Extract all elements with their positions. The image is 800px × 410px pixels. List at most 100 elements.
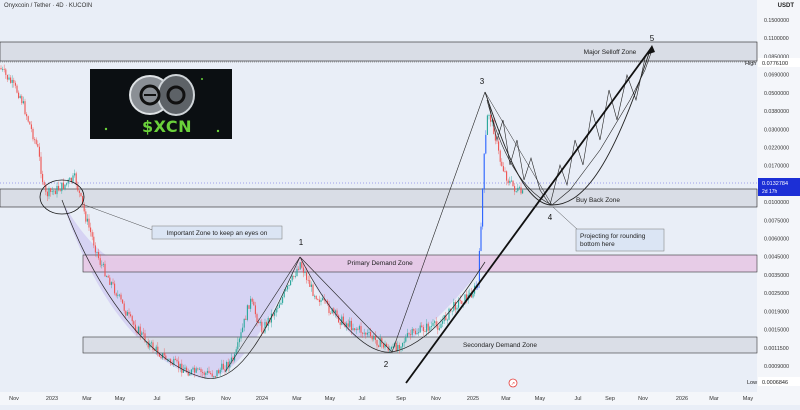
candle-body bbox=[430, 325, 432, 327]
candle-body bbox=[170, 359, 172, 363]
secondary-demand-label: Secondary Demand Zone bbox=[463, 342, 537, 349]
candle-body bbox=[184, 367, 186, 370]
candle-body bbox=[318, 299, 320, 302]
candle-body bbox=[82, 196, 84, 205]
low-value: 0.0006846 bbox=[762, 380, 788, 386]
candle-body bbox=[72, 175, 74, 182]
candle-body bbox=[518, 187, 520, 189]
candle-body bbox=[243, 318, 245, 328]
candle-body bbox=[341, 316, 343, 325]
primary-demand-label: Primary Demand Zone bbox=[347, 260, 413, 267]
candle-body bbox=[198, 368, 200, 370]
candle-body bbox=[5, 69, 7, 75]
candle-body bbox=[360, 326, 362, 333]
time-tick-label: Nov bbox=[431, 396, 441, 402]
candle-body bbox=[512, 180, 514, 187]
candle-body bbox=[294, 275, 296, 277]
candle-body bbox=[18, 92, 20, 98]
event-marker-icon[interactable] bbox=[508, 378, 518, 388]
candle-body bbox=[224, 369, 226, 371]
candle-body bbox=[283, 291, 285, 298]
candle-body bbox=[203, 372, 205, 375]
candle-body bbox=[29, 121, 31, 125]
candle-body bbox=[419, 325, 421, 333]
candle-body bbox=[162, 353, 164, 359]
candle-body bbox=[469, 292, 471, 295]
candle-body bbox=[387, 346, 389, 351]
candle-body bbox=[432, 322, 434, 326]
candle-body bbox=[160, 356, 162, 359]
candle-body bbox=[37, 144, 39, 147]
candle-body bbox=[178, 361, 180, 369]
candle-body bbox=[133, 321, 135, 325]
important-zone-callout bbox=[151, 225, 283, 240]
candle-body bbox=[498, 141, 500, 151]
price-tick-label: 0.0045000 bbox=[764, 255, 789, 261]
candle-body bbox=[358, 326, 360, 330]
time-tick-label: 2026 bbox=[676, 396, 688, 402]
candle-body bbox=[365, 332, 367, 335]
candle-body bbox=[261, 321, 263, 333]
candle-body bbox=[424, 331, 426, 332]
candle-body bbox=[315, 295, 317, 300]
time-tick-label: 2023 bbox=[46, 396, 58, 402]
candle-body bbox=[210, 373, 212, 374]
price-axis[interactable]: 0.1500000 0.1100000 0.0850000 0.0690000 0.05… bbox=[764, 18, 789, 370]
candle-body bbox=[131, 316, 133, 322]
candle-body bbox=[8, 77, 10, 80]
candle-body bbox=[258, 321, 260, 324]
candle-body bbox=[96, 252, 98, 253]
candle-body bbox=[240, 332, 242, 339]
secondary-demand-zone bbox=[82, 336, 758, 354]
candle-body bbox=[267, 317, 269, 326]
candle-body bbox=[58, 185, 60, 191]
candle-body bbox=[482, 188, 484, 227]
time-tick-label: Jul bbox=[358, 396, 365, 402]
candle-body bbox=[336, 310, 338, 316]
candle-body bbox=[43, 182, 45, 186]
candle-body bbox=[448, 308, 450, 320]
candle-body bbox=[219, 369, 221, 374]
projecting-pointer bbox=[552, 206, 579, 231]
candle-body bbox=[386, 343, 388, 347]
candle-body bbox=[138, 326, 140, 334]
price-tick-label: 0.0170000 bbox=[764, 164, 789, 170]
candle-body bbox=[254, 305, 256, 315]
price-tick-label: 0.0220000 bbox=[764, 145, 789, 151]
xcn-logo-image: $XCN bbox=[90, 69, 232, 139]
time-axis[interactable]: Nov 2023 Mar May Jul Sep Nov 2024 Mar May Jul Sep No… bbox=[9, 396, 753, 402]
trend-arrowhead bbox=[646, 45, 655, 55]
candle-body bbox=[118, 294, 120, 296]
event-marker-glyph: ↗ bbox=[511, 381, 515, 387]
candle-body bbox=[163, 353, 165, 356]
candle-body bbox=[438, 328, 440, 330]
candle-body bbox=[326, 300, 328, 304]
candle-body bbox=[347, 323, 349, 327]
candle-body bbox=[275, 308, 277, 313]
candle-body bbox=[42, 173, 44, 183]
candle-body bbox=[70, 177, 72, 182]
currency-label[interactable]: USDT bbox=[777, 3, 794, 9]
candle-body bbox=[90, 227, 92, 233]
time-tick-label: Sep bbox=[185, 396, 195, 402]
candle-body bbox=[466, 294, 468, 300]
candle-body bbox=[13, 79, 15, 83]
candle-body bbox=[165, 355, 167, 360]
candle-body bbox=[312, 284, 314, 296]
candle-body bbox=[366, 332, 368, 335]
candle-body bbox=[45, 185, 47, 192]
candle-body bbox=[83, 204, 85, 212]
candle-body bbox=[488, 115, 490, 116]
candle-body bbox=[213, 376, 215, 377]
candle-body bbox=[176, 359, 178, 362]
candle-body bbox=[296, 268, 298, 276]
candle-body bbox=[56, 185, 58, 195]
wave-label-4: 4 bbox=[548, 213, 553, 222]
candle-body bbox=[194, 367, 196, 373]
time-tick-label: May bbox=[743, 396, 754, 402]
candle-body bbox=[520, 187, 522, 194]
price-tick-label: 0.0019000 bbox=[764, 309, 789, 315]
candle-body bbox=[24, 101, 26, 115]
